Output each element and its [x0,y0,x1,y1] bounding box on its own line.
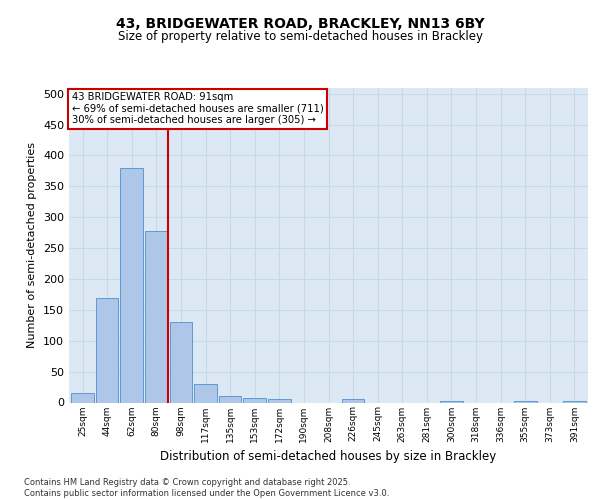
Bar [268,400,290,402]
Text: Contains HM Land Registry data © Crown copyright and database right 2025.
Contai: Contains HM Land Registry data © Crown c… [24,478,389,498]
Bar [145,231,167,402]
Bar [96,298,118,403]
Bar [440,400,463,402]
Bar [219,396,241,402]
Text: Size of property relative to semi-detached houses in Brackley: Size of property relative to semi-detach… [118,30,482,43]
Bar [170,322,192,402]
Bar [514,400,536,402]
Bar [563,400,586,402]
Text: 43, BRIDGEWATER ROAD, BRACKLEY, NN13 6BY: 43, BRIDGEWATER ROAD, BRACKLEY, NN13 6BY [116,18,484,32]
Bar [194,384,217,402]
Bar [71,393,94,402]
Y-axis label: Number of semi-detached properties: Number of semi-detached properties [28,142,37,348]
X-axis label: Distribution of semi-detached houses by size in Brackley: Distribution of semi-detached houses by … [160,450,497,463]
Bar [342,400,364,402]
Bar [244,398,266,402]
Bar [121,168,143,402]
Text: 43 BRIDGEWATER ROAD: 91sqm
← 69% of semi-detached houses are smaller (711)
30% o: 43 BRIDGEWATER ROAD: 91sqm ← 69% of semi… [71,92,323,126]
